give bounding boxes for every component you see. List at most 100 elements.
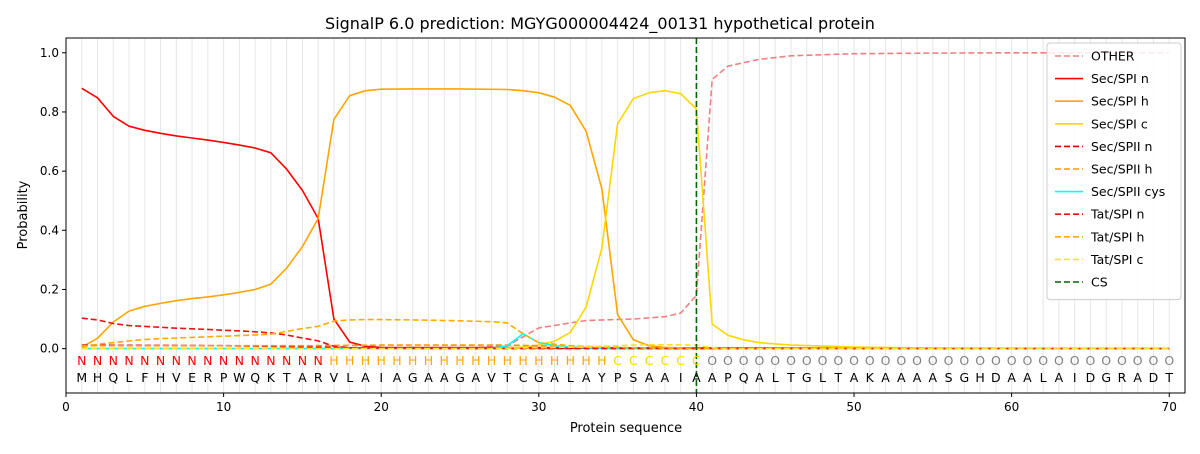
region-label: H bbox=[408, 353, 417, 368]
region-label: H bbox=[518, 353, 527, 368]
residue-letter: R bbox=[1118, 370, 1127, 385]
residue-letter: A bbox=[424, 370, 433, 385]
residue-letter: F bbox=[141, 370, 148, 385]
series-line-other bbox=[81, 51, 1170, 350]
series-line-tat-spi-h bbox=[81, 318, 1170, 350]
residue-letter: A bbox=[850, 370, 859, 385]
region-label: O bbox=[944, 353, 954, 368]
legend-label: Sec/SPI c bbox=[1091, 116, 1148, 131]
region-label: H bbox=[503, 353, 512, 368]
region-label: O bbox=[1117, 353, 1127, 368]
legend-label: Tat/SPI n bbox=[1090, 207, 1144, 222]
residue-letter: A bbox=[913, 370, 922, 385]
region-label: O bbox=[912, 353, 922, 368]
residue-letter: P bbox=[614, 370, 622, 385]
residue-letter: K bbox=[866, 370, 875, 385]
y-axis-label: Probability bbox=[16, 180, 31, 249]
region-label: H bbox=[597, 353, 606, 368]
region-label: O bbox=[896, 353, 906, 368]
region-label: O bbox=[786, 353, 796, 368]
legend-label: OTHER bbox=[1091, 49, 1135, 64]
residue-letter: A bbox=[897, 370, 906, 385]
region-label: N bbox=[235, 353, 244, 368]
region-label: H bbox=[361, 353, 370, 368]
region-label: H bbox=[392, 353, 401, 368]
residue-letter: G bbox=[1101, 370, 1111, 385]
region-label: C bbox=[613, 353, 622, 368]
x-axis-label: Protein sequence bbox=[570, 421, 682, 436]
legend: OTHER Sec/SPI n Sec/SPI h Sec/SPI c Sec/SPII… bbox=[1046, 42, 1182, 301]
legend-label: Sec/SPII n bbox=[1091, 139, 1152, 154]
region-label: N bbox=[140, 353, 149, 368]
series-line-sec-spi-h bbox=[81, 88, 1170, 350]
region-label: H bbox=[550, 353, 559, 368]
residue-letter: G bbox=[455, 370, 465, 385]
series-lines bbox=[81, 51, 1170, 350]
residue-letter: T bbox=[282, 370, 291, 385]
residue-letter: P bbox=[724, 370, 732, 385]
region-label: N bbox=[219, 353, 228, 368]
residue-letter: V bbox=[172, 370, 181, 385]
residue-letter: E bbox=[188, 370, 196, 385]
residue-letter: W bbox=[233, 370, 245, 385]
legend-label: Sec/SPI h bbox=[1091, 94, 1149, 109]
residue-letter: G bbox=[802, 370, 812, 385]
residue-letter: Q bbox=[250, 370, 260, 385]
region-label: N bbox=[109, 353, 118, 368]
legend-label: Sec/SPI n bbox=[1091, 71, 1149, 86]
residue-letter: V bbox=[487, 370, 496, 385]
region-label: O bbox=[865, 353, 875, 368]
residue-letter: A bbox=[708, 370, 717, 385]
residue-letter: A bbox=[1055, 370, 1064, 385]
region-label: C bbox=[692, 353, 701, 368]
region-label: O bbox=[991, 353, 1001, 368]
residue-letter: A bbox=[929, 370, 938, 385]
region-label: O bbox=[928, 353, 938, 368]
residue-letter: T bbox=[786, 370, 795, 385]
residue-letter: T bbox=[1164, 370, 1173, 385]
residue-letter: L bbox=[126, 370, 133, 385]
residue-letter: A bbox=[471, 370, 480, 385]
residue-letter: L bbox=[346, 370, 353, 385]
residue-letter: A bbox=[298, 370, 307, 385]
region-label: O bbox=[723, 353, 733, 368]
region-label: H bbox=[424, 353, 433, 368]
region-label: O bbox=[881, 353, 891, 368]
residue-letter: S bbox=[945, 370, 953, 385]
region-label: N bbox=[266, 353, 275, 368]
y-tick-label: 0.8 bbox=[40, 105, 59, 119]
y-tick-label: 0.2 bbox=[40, 282, 59, 296]
region-label: O bbox=[1101, 353, 1111, 368]
x-tick-label: 50 bbox=[846, 400, 861, 414]
region-label: N bbox=[156, 353, 165, 368]
residue-letter: H bbox=[156, 370, 165, 385]
residue-letter: A bbox=[692, 370, 701, 385]
series-line-tat-spi-n bbox=[81, 317, 1170, 350]
grid-lines bbox=[81, 38, 1170, 393]
region-label: O bbox=[959, 353, 969, 368]
chart-title: SignalP 6.0 prediction: MGYG000004424_00… bbox=[325, 14, 875, 34]
residue-letter: T bbox=[502, 370, 511, 385]
y-tick-label: 1.0 bbox=[40, 46, 59, 60]
residue-letter: A bbox=[361, 370, 370, 385]
region-label: H bbox=[566, 353, 575, 368]
region-label: O bbox=[739, 353, 749, 368]
region-label: H bbox=[377, 353, 386, 368]
region-label: N bbox=[203, 353, 212, 368]
residue-letter: R bbox=[204, 370, 213, 385]
sequence-letters: NMNHNQNLNFNHNVNENRNPNWNQNKNTNANRHVHLHAHI… bbox=[76, 353, 1174, 385]
residue-letter: I bbox=[1073, 370, 1077, 385]
residue-letter: K bbox=[267, 370, 276, 385]
residue-letter: A bbox=[661, 370, 670, 385]
region-label: H bbox=[345, 353, 354, 368]
residue-letter: Y bbox=[597, 370, 606, 385]
x-tick-label: 30 bbox=[531, 400, 546, 414]
region-label: H bbox=[581, 353, 590, 368]
y-ticks: 0.0 0.2 0.4 0.6 0.8 1.0 bbox=[40, 46, 66, 356]
y-tick-label: 0.4 bbox=[40, 223, 59, 237]
residue-letter: A bbox=[645, 370, 654, 385]
region-label: H bbox=[455, 353, 464, 368]
region-label: O bbox=[833, 353, 843, 368]
region-label: C bbox=[645, 353, 654, 368]
region-label: O bbox=[707, 353, 717, 368]
